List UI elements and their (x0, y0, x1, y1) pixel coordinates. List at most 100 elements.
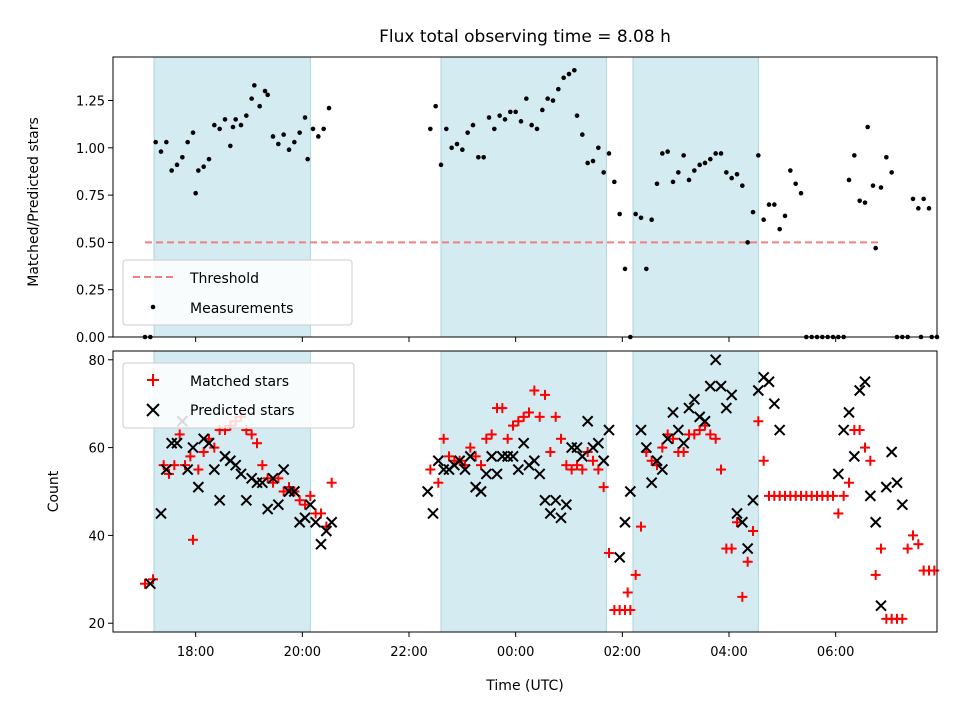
measurement-point (190, 130, 196, 135)
predicted-point (261, 503, 274, 515)
measurement-point (681, 153, 686, 158)
matched-point (593, 464, 604, 475)
predicted-point-b (848, 450, 861, 463)
predicted-point (661, 433, 674, 445)
predicted-point (731, 507, 743, 520)
x-tick-label: 06:00 (817, 645, 854, 660)
predicted-point-b (155, 507, 167, 520)
bottom-y-ticks: 20 40 60 80 (88, 354, 113, 632)
predicted-point-b (699, 415, 711, 427)
measurement-point (873, 245, 878, 251)
predicted-point (304, 498, 317, 511)
matched-point (486, 429, 497, 440)
measurement-point (862, 200, 868, 205)
predicted-point (539, 494, 551, 506)
bottom-panel: 20 40 60 80 18:00 20:00 22:00 00:00 02:00 04:00 0… (46, 350, 940, 694)
y-tick-label: 0.75 (76, 189, 105, 204)
measurement-point (305, 156, 310, 162)
predicted-point (528, 455, 541, 467)
predicted-point (853, 384, 866, 397)
predicted-point-b (320, 525, 333, 537)
predicted-point (677, 437, 690, 449)
matched-point (828, 490, 838, 501)
matched-point (164, 468, 174, 479)
measurement-point (460, 147, 465, 153)
y-tick-label: 1.00 (76, 142, 105, 157)
predicted-point-b (843, 406, 855, 419)
matched-point (622, 587, 633, 598)
measurement-point (644, 266, 649, 272)
predicted-point (256, 477, 269, 489)
predicted-point-b (261, 503, 274, 515)
predicted-point-b (192, 481, 205, 493)
predicted-point-b (187, 441, 199, 454)
predicted-point-b (709, 354, 722, 366)
matched-point (529, 385, 540, 396)
y-tick-label: 0.00 (76, 331, 105, 346)
matched-point (550, 411, 561, 422)
measurement-point (244, 113, 249, 118)
measurement-points (142, 67, 940, 340)
y-tick-label: 0.50 (76, 236, 105, 251)
measurement-point (529, 122, 534, 128)
matched-point (518, 411, 529, 422)
measurement-point (230, 124, 236, 130)
measurement-point (262, 88, 268, 94)
predicted-point-b (635, 424, 647, 436)
measurement-point (185, 139, 190, 145)
measurement-point (708, 156, 713, 162)
predicted-point-b (272, 498, 285, 511)
predicted-point-b (304, 498, 317, 511)
y-tick-label: 20 (88, 617, 105, 632)
predicted-point (240, 494, 253, 506)
predicted-point (683, 402, 695, 414)
shaded-interval (632, 56, 759, 338)
measurement-point (734, 171, 740, 177)
matched-points (140, 385, 940, 624)
measurement-point (249, 96, 254, 101)
predicted-point-b (203, 437, 215, 449)
matched-point (908, 530, 918, 541)
x-tick-label: 20:00 (284, 645, 321, 660)
measurement-point (724, 170, 729, 175)
predicted-legend-label: Predicted stars (190, 403, 295, 419)
top-legend: Threshold Measurements (122, 259, 353, 326)
predicted-point-b (555, 512, 567, 524)
matched-point (630, 569, 641, 580)
predicted-point (592, 437, 605, 449)
top-x-ticks (195, 337, 837, 342)
measurement-point (660, 151, 665, 156)
predicted-point (325, 516, 338, 528)
predicted-point (213, 494, 226, 506)
predicted-point-b (896, 498, 909, 511)
predicted-point-b (512, 463, 525, 476)
predicted-point (704, 380, 717, 392)
predicted-point-b (229, 459, 242, 471)
measurement-point (756, 153, 761, 158)
matched-point (678, 446, 689, 457)
predicted-point (773, 424, 786, 436)
predicted-point (267, 472, 279, 485)
predicted-point (709, 354, 722, 366)
matched-point (636, 521, 646, 532)
top-shaded-intervals (153, 56, 759, 338)
measurement-point (556, 86, 561, 92)
predicted-point (645, 477, 658, 489)
measurement-point (534, 126, 540, 132)
predicted-point-b (581, 415, 594, 427)
measurement-point (590, 158, 596, 164)
measurement-point (798, 190, 804, 196)
matched-point (732, 517, 742, 528)
matched-point (158, 460, 169, 471)
predicted-point-b (603, 424, 615, 436)
matched-point (625, 605, 636, 616)
predicted-point-b (315, 538, 327, 550)
predicted-point-b (533, 468, 546, 480)
predicted-point (747, 494, 759, 506)
predicted-point (667, 406, 679, 419)
predicted-point (619, 516, 631, 528)
predicted-point-b (485, 450, 498, 463)
measurement-point (228, 143, 233, 149)
predicted-point (640, 441, 653, 454)
predicted-point (891, 477, 903, 489)
